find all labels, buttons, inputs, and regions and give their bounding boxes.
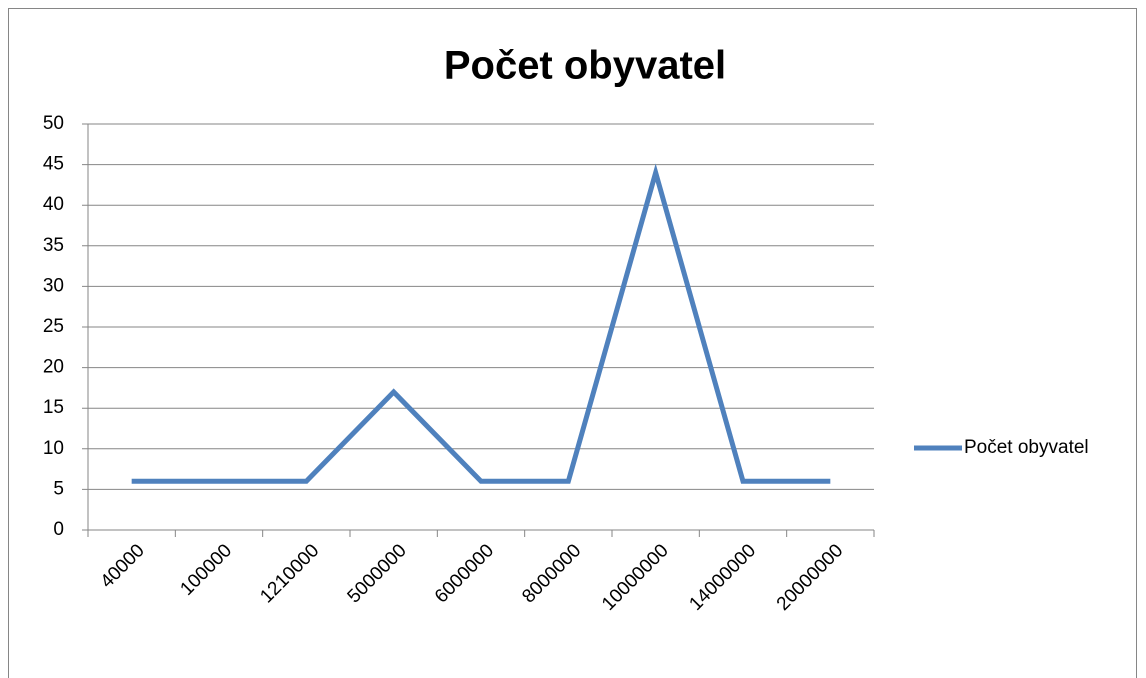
y-tick-label: 15 — [43, 397, 64, 418]
data-line — [131, 163, 831, 484]
y-tick-label: 20 — [43, 357, 64, 378]
chart-border — [8, 8, 1137, 678]
x-tick-label: 14000000 — [685, 540, 760, 615]
chart-title: Počet obyvatel — [444, 44, 726, 88]
x-tick-label: 20000000 — [773, 540, 848, 615]
y-tick-label: 40 — [43, 194, 64, 215]
y-tick-label: 5 — [53, 478, 64, 499]
x-tick-label: 10000000 — [598, 540, 673, 615]
x-tick-label: 40000 — [97, 540, 149, 592]
x-tick-label: 6000000 — [431, 540, 498, 607]
x-tick-label: 1210000 — [256, 540, 323, 607]
x-tick-label: 100000 — [176, 540, 236, 600]
y-tick-label: 25 — [43, 316, 64, 337]
x-tick-label: 8000000 — [518, 540, 585, 607]
y-tick-label: 10 — [43, 438, 64, 459]
x-tick-label: 5000000 — [344, 540, 411, 607]
y-tick-label: 0 — [53, 519, 64, 540]
y-tick-label: 45 — [43, 154, 64, 175]
y-tick-label: 35 — [43, 235, 64, 256]
y-tick-label: 50 — [43, 113, 64, 134]
y-tick-label: 30 — [43, 275, 64, 296]
legend-label: Počet obyvatel — [964, 437, 1089, 458]
